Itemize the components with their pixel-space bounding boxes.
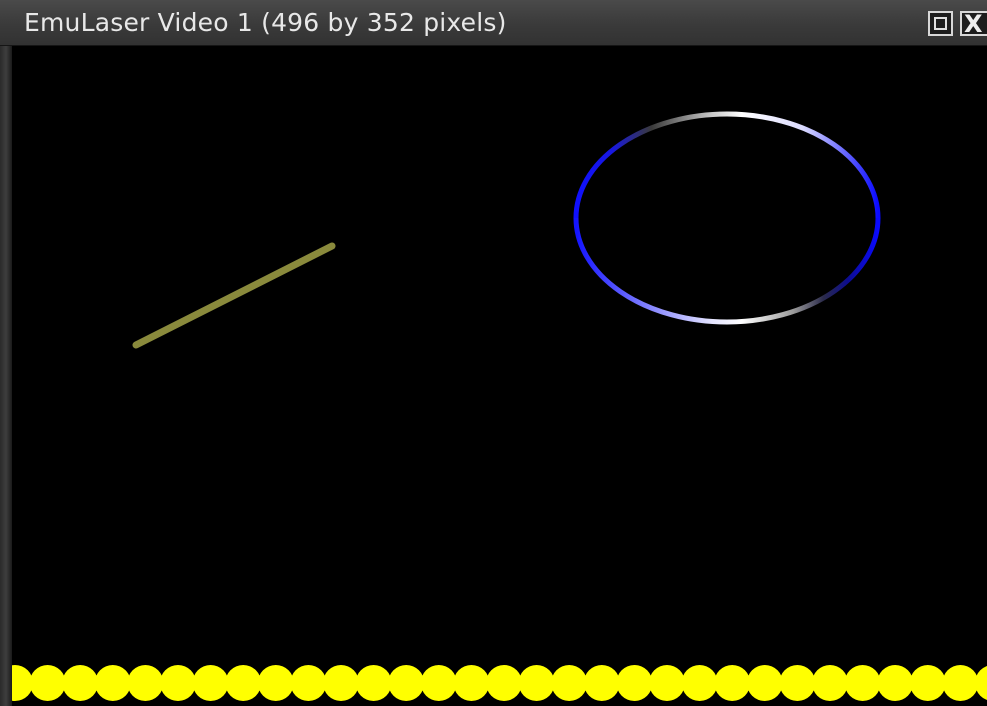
laser-ellipse-top bbox=[573, 111, 881, 219]
yellow-dot bbox=[486, 665, 522, 701]
yellow-dot bbox=[518, 665, 555, 701]
maximize-icon bbox=[934, 17, 947, 30]
yellow-dot bbox=[812, 665, 848, 701]
yellow-dot bbox=[420, 665, 457, 701]
yellow-dot bbox=[323, 665, 359, 701]
window-left-border bbox=[0, 46, 12, 706]
yellow-dot bbox=[257, 665, 294, 701]
yellow-dot bbox=[453, 665, 490, 701]
laser-canvas bbox=[12, 111, 987, 701]
yellow-dot bbox=[160, 665, 196, 701]
yellow-dot bbox=[12, 665, 33, 701]
yellow-dot bbox=[649, 665, 685, 701]
yellow-dot bbox=[355, 665, 392, 701]
yellow-dot bbox=[583, 665, 620, 701]
yellow-dot bbox=[29, 665, 66, 701]
yellow-dot bbox=[877, 665, 914, 701]
yellow-dot bbox=[62, 665, 99, 701]
window-title: EmuLaser Video 1 (496 by 352 pixels) bbox=[24, 8, 507, 37]
close-button[interactable]: X bbox=[960, 10, 987, 38]
yellow-dot bbox=[909, 665, 946, 701]
yellow-dot bbox=[714, 665, 751, 701]
maximize-button[interactable] bbox=[928, 11, 953, 36]
laser-ellipse-bottom bbox=[573, 217, 881, 325]
yellow-dot bbox=[975, 666, 987, 700]
yellow-dot bbox=[844, 665, 881, 701]
yellow-dot bbox=[225, 665, 262, 701]
yellow-dot bbox=[551, 665, 588, 701]
yellow-dot bbox=[290, 665, 327, 701]
yellow-dot bbox=[192, 665, 229, 701]
title-bar[interactable]: EmuLaser Video 1 (496 by 352 pixels) X bbox=[0, 0, 987, 46]
yellow-dot bbox=[127, 665, 164, 701]
yellow-dot bbox=[94, 665, 131, 701]
laser-video-display bbox=[12, 46, 987, 706]
yellow-dot bbox=[681, 665, 718, 701]
yellow-dot bbox=[779, 665, 816, 701]
close-icon: X bbox=[964, 10, 983, 38]
yellow-dot bbox=[746, 665, 783, 701]
yellow-dot bbox=[942, 665, 979, 701]
yellow-dot bbox=[616, 665, 653, 701]
laser-line bbox=[132, 242, 336, 349]
yellow-dot bbox=[388, 665, 425, 701]
yellow-dot-row bbox=[12, 665, 987, 701]
